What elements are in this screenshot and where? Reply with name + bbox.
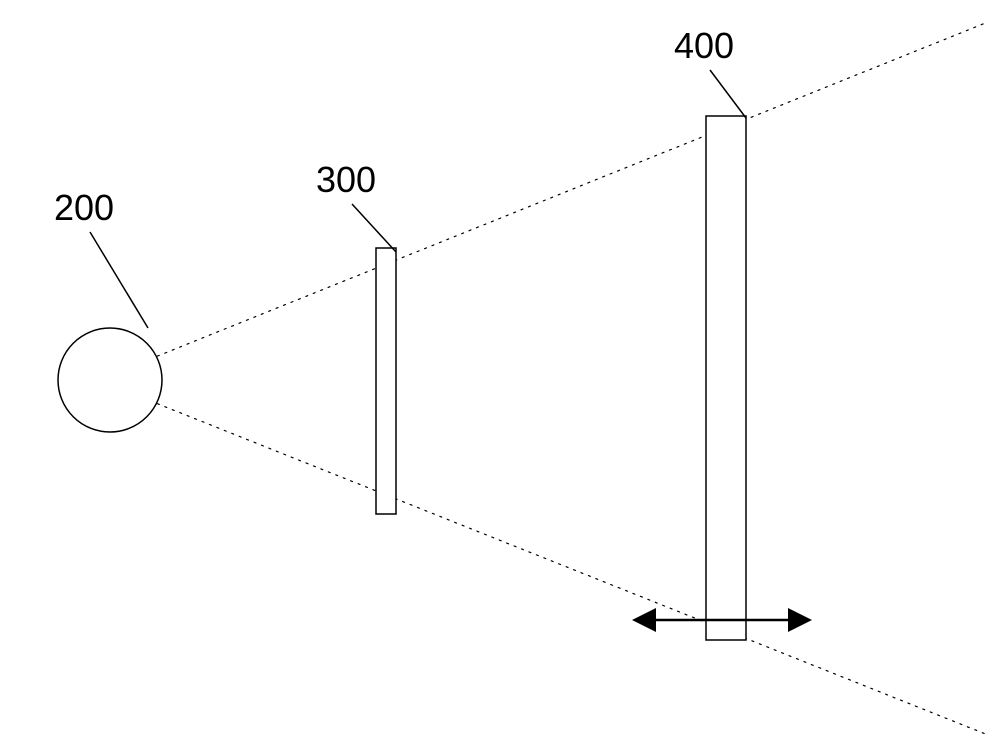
detector-label: 400 bbox=[674, 25, 734, 66]
source-circle bbox=[58, 328, 162, 432]
slit-plate bbox=[376, 248, 396, 514]
source-label: 200 bbox=[54, 187, 114, 228]
detector-plate bbox=[706, 116, 746, 640]
slit-label: 300 bbox=[316, 159, 376, 200]
